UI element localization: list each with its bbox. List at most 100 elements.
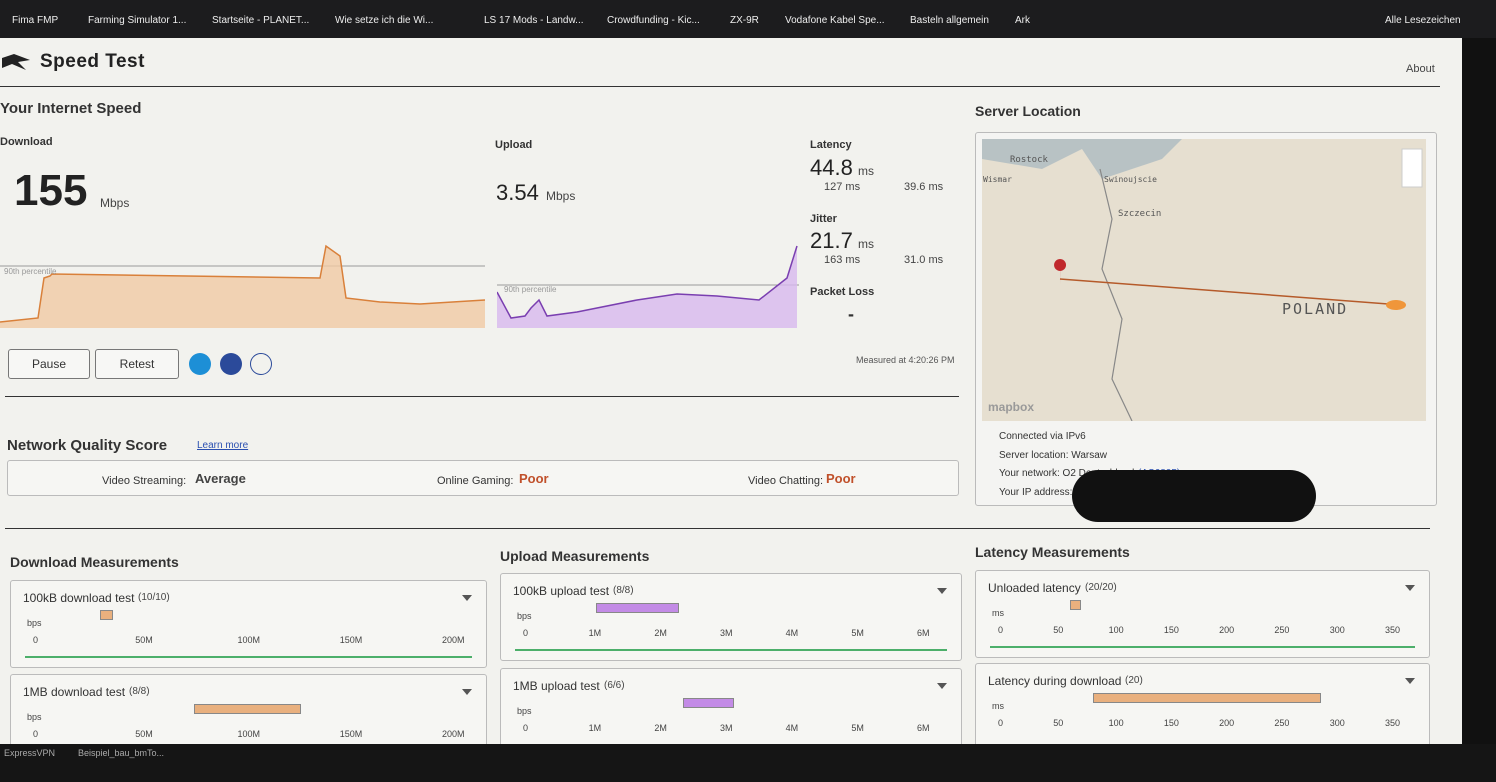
bookmarks-bar: Alle Lesezeichen Fima FMP Farming Simulat… xyxy=(0,0,1496,38)
jitter-down: 163 ms xyxy=(824,254,861,266)
axis-tick-label: 3M xyxy=(720,723,733,733)
twitter-button[interactable] xyxy=(189,353,211,375)
upload-label: Upload xyxy=(495,139,533,151)
axis-tick-label: 200M xyxy=(442,729,465,739)
taskbar-item[interactable]: ExpressVPN xyxy=(4,748,56,758)
axis-tick-label: 100 xyxy=(1108,718,1124,728)
bookmark[interactable]: Alle Lesezeichen xyxy=(1385,15,1461,26)
bookmark[interactable]: Startseite - PLANET... xyxy=(212,15,310,26)
card-count: (10/10) xyxy=(138,592,170,603)
upload-value: 3.54 xyxy=(496,180,539,205)
bookmark[interactable]: Ark xyxy=(1015,15,1030,26)
upload-unit: Mbps xyxy=(546,189,576,203)
bookmark[interactable]: Wie setze ich die Wi... xyxy=(335,15,434,26)
learn-more-link[interactable]: Learn more xyxy=(197,440,249,451)
jitter-value: 21.7 xyxy=(810,228,853,253)
server-info: Server location: Warsaw xyxy=(999,449,1107,461)
axis-tick-label: 0 xyxy=(998,625,1004,635)
map-label: POLAND xyxy=(1282,300,1349,318)
bookmark[interactable]: LS 17 Mods - Landw... xyxy=(484,15,584,26)
section-title: Server Location xyxy=(975,103,1081,119)
bookmark[interactable]: Fima FMP xyxy=(12,15,59,26)
map-attribution: mapbox xyxy=(988,400,1035,414)
axis-unit: bps xyxy=(517,611,532,621)
logo xyxy=(2,54,30,70)
section-title: Download Measurements xyxy=(10,554,179,570)
facebook-button[interactable] xyxy=(220,353,242,375)
progress-line xyxy=(25,656,472,658)
redaction xyxy=(1072,470,1316,522)
bookmark[interactable]: Vodafone Kabel Spe... xyxy=(785,15,885,26)
section-title: Latency Measurements xyxy=(975,544,1130,560)
map-label: Wismar xyxy=(983,175,1012,184)
axis-tick-label: 200 xyxy=(1219,718,1235,728)
axis-tick-label: 50 xyxy=(1053,625,1064,635)
bookmark[interactable]: Crowdfunding - Kic... xyxy=(607,15,700,26)
server-info: Your network: O2 Deutschland xyxy=(999,468,1135,479)
download-unit: Mbps xyxy=(100,196,130,210)
measurement-card: 1MB download test (8/8) bps 0 50M 100M 150M 200… xyxy=(10,674,487,744)
axis-tick-label: 0 xyxy=(523,723,529,733)
box-plot xyxy=(194,704,301,714)
expand-toggle[interactable] xyxy=(1405,585,1415,591)
measurement-card: 100kB download test (10/10) bps 0 50M 100M 150… xyxy=(10,580,487,668)
axis-tick-label: 100M xyxy=(237,635,261,645)
retest-button[interactable]: Retest xyxy=(95,349,179,379)
axis-tick-label: 50M xyxy=(135,635,153,645)
bookmark[interactable]: Farming Simulator 1... xyxy=(88,15,187,26)
box-plot xyxy=(100,610,113,620)
axis-tick-label: 350 xyxy=(1385,625,1401,635)
card-title: 1MB download test xyxy=(23,685,126,699)
expand-toggle[interactable] xyxy=(462,689,472,695)
card-title: 1MB upload test xyxy=(513,679,600,693)
axis-tick-label: 5M xyxy=(851,628,864,638)
latency-up: 39.6 ms xyxy=(904,181,944,193)
progress-line xyxy=(990,646,1415,648)
upload-graph xyxy=(497,245,799,328)
expand-toggle[interactable] xyxy=(937,588,947,594)
download-value: 155 xyxy=(14,166,88,215)
server-info: Your IP address: xyxy=(999,486,1073,498)
axis-tick-label: 300 xyxy=(1329,625,1345,635)
expand-toggle[interactable] xyxy=(937,683,947,689)
axis-unit: bps xyxy=(27,618,42,628)
packet-loss-label: Packet Loss xyxy=(810,286,875,298)
download-graph xyxy=(0,244,485,328)
measured-time: Measured at 4:20:26 PM xyxy=(856,355,955,365)
axis-tick-label: 100M xyxy=(237,729,261,739)
pause-button[interactable]: Pause xyxy=(8,349,90,379)
card-title: Latency during download xyxy=(988,674,1122,688)
box-plot xyxy=(595,603,679,613)
quality-label: Video Streaming: xyxy=(102,475,187,487)
map-label: Rostock xyxy=(1010,155,1048,165)
axis-unit: ms xyxy=(992,608,1004,618)
card-count: (8/8) xyxy=(129,686,150,697)
bookmark[interactable]: Basteln allgemein xyxy=(910,15,989,26)
download-button[interactable] xyxy=(250,353,272,375)
axis-tick-label: 4M xyxy=(785,723,799,733)
map-label: Szczecin xyxy=(1118,209,1162,219)
progress-line xyxy=(515,649,947,651)
quality-value: Average xyxy=(195,471,246,486)
map xyxy=(982,139,1426,421)
box-plot xyxy=(682,698,734,708)
axis-tick-label: 6M xyxy=(917,628,930,638)
axis-tick-label: 150M xyxy=(339,729,363,739)
about-link[interactable]: About xyxy=(1406,63,1435,75)
axis-tick-label: 150 xyxy=(1163,718,1179,728)
taskbar-item[interactable]: Beispiel_bau_bmTo... xyxy=(78,748,165,758)
axis-tick-label: 150 xyxy=(1163,625,1179,635)
axis-tick-label: 2M xyxy=(654,628,667,638)
jitter-label: Jitter xyxy=(810,213,837,225)
measurement-card: 100kB upload test (8/8) bps 0 1M 2M 3M 4M 5M 6M xyxy=(500,573,962,661)
expand-toggle[interactable] xyxy=(1405,678,1415,684)
section-title: Your Internet Speed xyxy=(0,100,142,117)
measurement-card: Unloaded latency (20/20) ms 0 50 100 150 200 250… xyxy=(975,570,1430,658)
bookmark[interactable]: ZX-9R xyxy=(730,15,759,26)
expand-toggle[interactable] xyxy=(462,595,472,601)
axis-tick-label: 1M xyxy=(588,628,602,638)
card-title: 100kB download test xyxy=(23,591,135,605)
quality-label: Online Gaming: xyxy=(437,475,514,487)
axis-unit: ms xyxy=(992,701,1004,711)
